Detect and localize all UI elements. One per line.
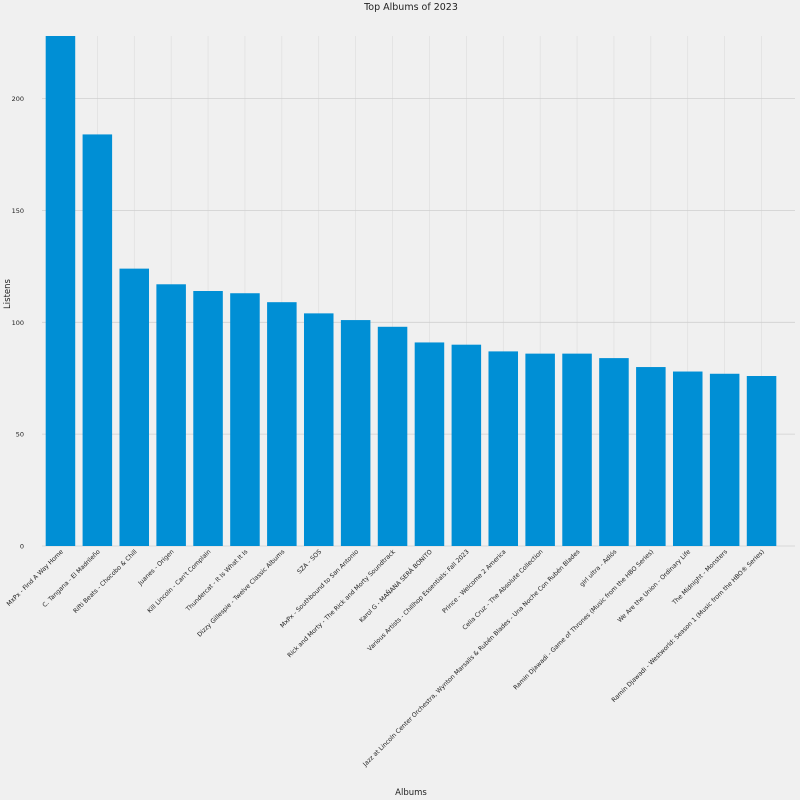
y-tick-label: 0 xyxy=(20,543,24,551)
x-tick-label: Dizzy Gillespie - Twelve Classic Albums xyxy=(196,548,286,638)
x-tick-label: Thundercat - It Is What It Is xyxy=(184,548,249,613)
bar xyxy=(488,351,519,546)
x-tick-label: Karol G - MAÑANA SERÁ BONITO xyxy=(357,547,434,624)
bar xyxy=(525,353,555,546)
x-tick-label: MxPx - Southbound to San Antonio xyxy=(279,548,360,629)
bar xyxy=(414,342,445,546)
bar xyxy=(451,344,482,546)
bar xyxy=(340,320,371,546)
y-tick-label: 100 xyxy=(12,319,24,327)
bar xyxy=(377,326,408,546)
x-tick-label: Prince - Welcome 2 America xyxy=(441,548,508,615)
x-tick-label: Juanes - Origen xyxy=(136,548,175,587)
x-tick-label: Ramin Djawadi - Game of Thrones (Music f… xyxy=(512,548,655,691)
bar xyxy=(267,302,297,546)
bar xyxy=(193,291,223,546)
y-tick-label: 200 xyxy=(12,95,24,103)
x-tick-label: Rifti Beats - Chocobo & Chill xyxy=(72,548,139,615)
x-tick-label: girl ultra - Adiós xyxy=(578,548,618,588)
x-axis-label: Albums xyxy=(395,788,427,798)
bar xyxy=(672,371,703,546)
bar xyxy=(562,353,592,546)
bar xyxy=(709,373,740,546)
y-tick-label: 50 xyxy=(16,431,24,439)
bar xyxy=(45,36,76,546)
x-tick-label: Kill Lincoln - Can't Complain xyxy=(146,548,212,614)
bars xyxy=(45,36,777,546)
bar xyxy=(746,376,777,546)
bar xyxy=(82,134,113,546)
bar xyxy=(303,313,334,546)
bar xyxy=(156,284,186,546)
y-tick-label: 150 xyxy=(12,207,24,215)
x-tick-label: Celia Cruz - The Absolute Collection xyxy=(461,548,544,631)
bar xyxy=(599,358,629,546)
bar xyxy=(636,367,666,546)
x-tick-label: We Are the Union - Ordinary Life xyxy=(616,548,692,624)
bar xyxy=(119,268,150,546)
y-axis-label: Listens xyxy=(3,278,13,308)
x-tick-label: SZA - SOS xyxy=(296,548,323,575)
bar xyxy=(230,293,260,546)
y-tick-labels: 0 50 100 150 200 xyxy=(12,95,24,550)
chart-title: Top Albums of 2023 xyxy=(363,2,458,13)
